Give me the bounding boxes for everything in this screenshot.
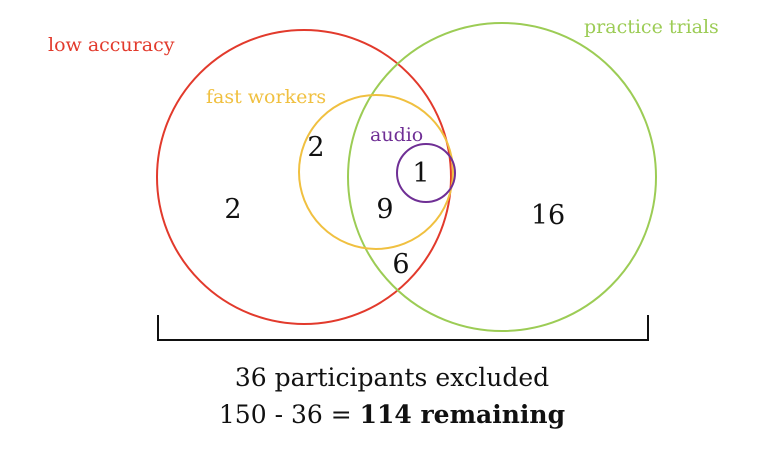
excluded-caption: 36 participants excluded: [235, 363, 549, 392]
fast-workers-circle: [298, 94, 454, 250]
count-fast-low-practice: 9: [376, 194, 393, 225]
remaining-caption: 150 - 36 = 114 remaining: [219, 400, 565, 429]
low-accuracy-circle: [156, 29, 452, 325]
fast-workers-label: fast workers: [206, 86, 326, 108]
count-practice-only: 16: [531, 200, 565, 231]
practice-trials-label: practice trials: [584, 16, 719, 38]
count-fast-and-low-accuracy: 2: [307, 132, 324, 163]
count-low-accuracy-only: 2: [224, 194, 241, 225]
practice-trials-circle: [347, 22, 657, 332]
audio-label: audio: [370, 124, 423, 146]
low-accuracy-label: low accuracy: [48, 34, 175, 56]
remaining-count: 114 remaining: [360, 400, 565, 429]
count-low-and-practice: 6: [392, 249, 409, 280]
audio-circle: [396, 143, 456, 203]
summary-bracket: [157, 315, 649, 341]
remaining-equation: 150 - 36 =: [219, 400, 360, 429]
count-audio: 1: [412, 158, 429, 189]
